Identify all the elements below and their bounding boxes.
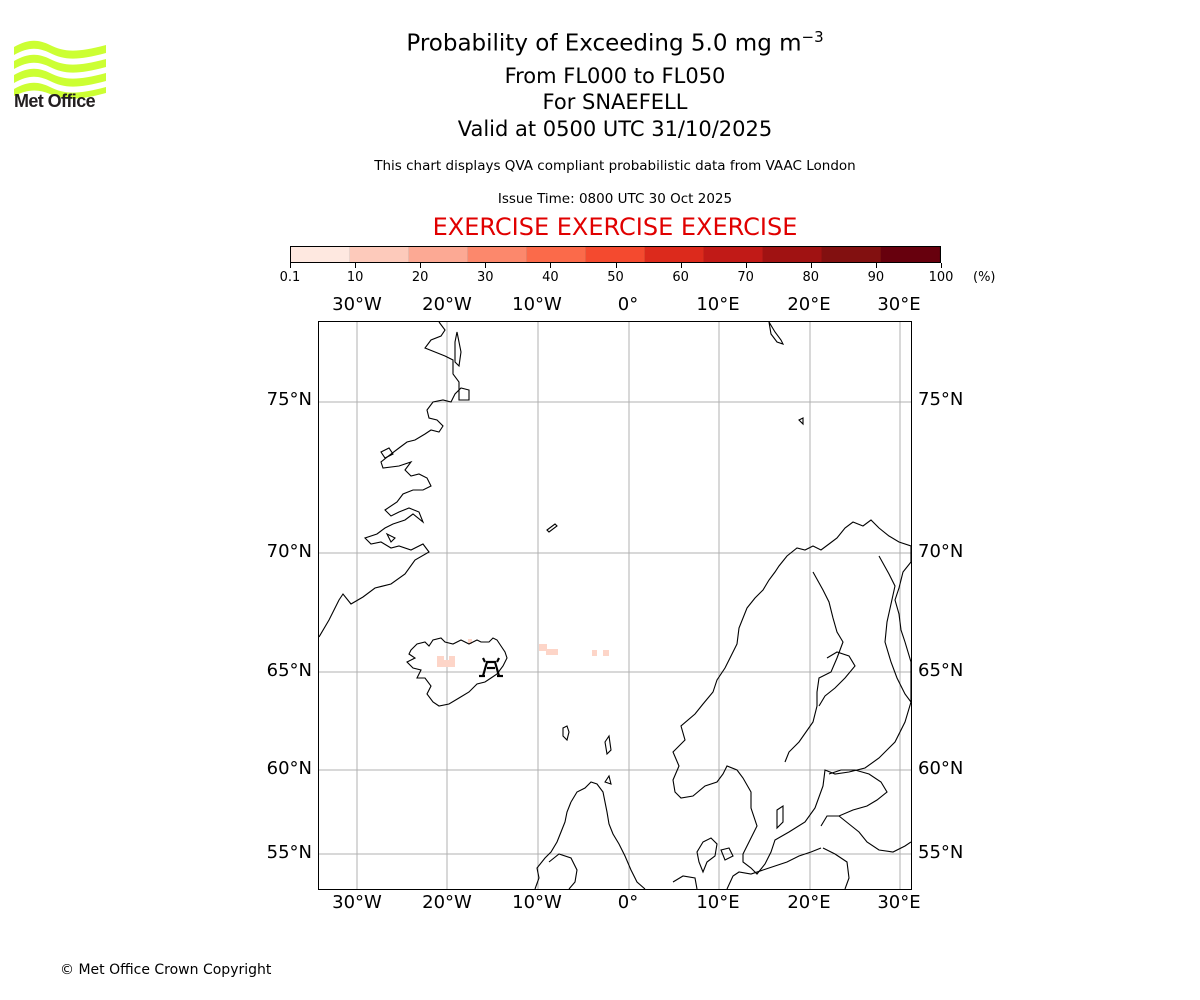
colorbar-tick-label: 40	[542, 270, 559, 285]
colorbar-segment	[291, 247, 350, 262]
map-canvas	[318, 321, 912, 890]
colorbar-tick	[355, 263, 357, 268]
colorbar-tick	[875, 263, 877, 268]
copyright-text: © Met Office Crown Copyright	[60, 962, 272, 978]
latitude-label: 55°N	[266, 842, 312, 863]
latitude-label: 65°N	[266, 660, 312, 681]
title-prefix: Probability of Exceeding 5.0 mg m	[406, 30, 802, 57]
colorbar-unit: (%)	[973, 270, 996, 285]
graticule	[319, 322, 911, 889]
colorbar-tick-label: 10	[346, 270, 364, 285]
title-line-3: For SNAEFELL	[542, 90, 688, 114]
colorbar-tick	[615, 263, 617, 268]
colorbar	[290, 246, 941, 263]
colorbar-tick-label: 50	[607, 270, 624, 285]
greenland-coast	[318, 321, 470, 638]
scandinavia-coast	[672, 519, 912, 875]
colorbar-tick	[941, 263, 942, 268]
exercise-banner: EXERCISE EXERCISE EXERCISE	[432, 213, 798, 241]
colorbar-tick-label: 80	[802, 270, 820, 285]
colorbar-tick	[290, 263, 291, 268]
longitude-label: 20°W	[422, 892, 472, 913]
colorbar-segment	[763, 247, 822, 262]
met-office-logo	[14, 40, 106, 99]
jan-mayen	[546, 523, 558, 533]
latitude-label: 55°N	[918, 842, 964, 863]
sweden-border	[784, 571, 844, 763]
britain-coast	[570, 781, 646, 890]
map-frame[interactable]	[318, 321, 912, 890]
colorbar-tick	[680, 263, 682, 268]
colorbar-tick-label: 60	[672, 270, 689, 285]
longitude-label: 20°E	[787, 294, 831, 315]
colorbar-tick	[745, 263, 747, 268]
latitude-label: 70°N	[266, 541, 312, 562]
colorbar-tick-label: 0.1	[279, 270, 301, 285]
colorbar-tick-label: 90	[867, 270, 885, 285]
volcano-marker	[479, 657, 503, 678]
colorbar-tick	[810, 263, 812, 268]
latitude-label: 75°N	[918, 389, 964, 410]
longitude-label: 30°W	[332, 294, 382, 315]
colorbar-segment	[409, 247, 468, 262]
iceland-coast	[406, 637, 508, 707]
colorbar-segment	[586, 247, 645, 262]
issue-time: Issue Time: 0800 UTC 30 Oct 2025	[497, 191, 733, 207]
longitude-label: 10°E	[696, 892, 740, 913]
longitude-label: 0°	[617, 892, 639, 913]
colorbar-segment	[704, 247, 763, 262]
latitude-label: 70°N	[918, 541, 964, 562]
coastlines	[318, 321, 912, 890]
longitude-label: 0°	[617, 294, 639, 315]
title-line-4: Valid at 0500 UTC 31/10/2025	[457, 117, 773, 141]
colorbar-tick-label: 100	[928, 270, 954, 285]
colorbar-tick-label: 70	[737, 270, 754, 285]
colorbar-tick-label: 30	[477, 270, 494, 285]
latitude-label: 65°N	[918, 660, 964, 681]
latitude-label: 60°N	[918, 758, 964, 779]
longitude-label: 30°W	[332, 892, 382, 913]
colorbar-segment	[881, 247, 940, 262]
colorbar-segment	[822, 247, 881, 262]
longitude-label: 30°E	[877, 294, 921, 315]
colorbar-segment	[350, 247, 409, 262]
colorbar-segment	[527, 247, 586, 262]
finland-border	[878, 555, 912, 703]
colorbar-tick	[485, 263, 487, 268]
latitude-label: 60°N	[266, 758, 312, 779]
logo-text: Met Office	[14, 91, 96, 111]
colorbar-segment	[645, 247, 704, 262]
title-line-2: From FL000 to FL050	[504, 64, 726, 88]
longitude-label: 20°W	[422, 294, 472, 315]
probability-area	[437, 639, 609, 667]
latitude-label: 75°N	[266, 389, 312, 410]
colorbar-segment	[468, 247, 527, 262]
longitude-label: 10°E	[696, 294, 740, 315]
colorbar-tick-label: 20	[411, 270, 429, 285]
info-text: This chart displays QVA compliant probab…	[374, 158, 856, 174]
longitude-label: 20°E	[787, 892, 831, 913]
longitude-label: 10°W	[512, 294, 562, 315]
longitude-label: 30°E	[877, 892, 921, 913]
colorbar-tick	[550, 263, 552, 268]
title-line-1: Probability of Exceeding 5.0 mg m−3	[0, 28, 1200, 57]
longitude-label: 10°W	[512, 892, 562, 913]
colorbar-tick	[420, 263, 422, 268]
title-exponent: −3	[801, 28, 824, 46]
